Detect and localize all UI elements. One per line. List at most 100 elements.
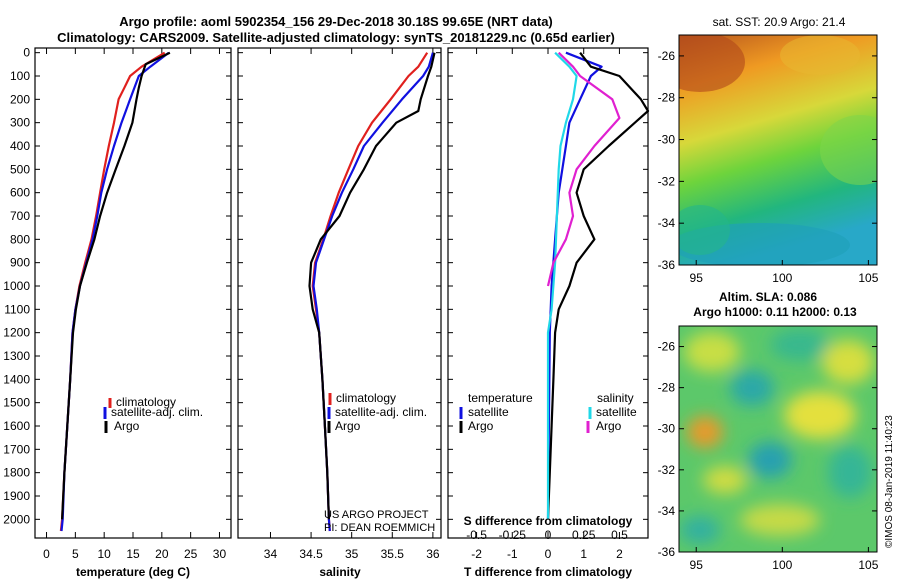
difference-x2-label: S difference from climatology [464,514,633,528]
salinity-x-axis: 34 34.5 35 35.5 36 [238,48,441,561]
sst-map: sat. SST: 20.9 Argo: 21.4 -26 -28 -30 -32 -3… [658,15,879,285]
x-tick-label: 5 [72,547,79,561]
legend-climatology-label: climatology [336,391,396,405]
x2-tick-label: 0 [545,528,552,542]
difference-x2-axis: -0.5 -0.25 0 0.25 0.5 [466,528,628,542]
sla-map-title-line1: Altim. SLA: 0.086 [719,290,817,304]
lat-tick-label: -36 [658,258,676,272]
depth-tick-label: 200 [10,92,30,106]
depth-axis: 0 100 200 300 400 500 600 700 800 900 1000 1100 1200… [3,46,30,527]
sla-map-axes: -26 -28 -30 -32 -34 -36 95 100 105 [658,340,879,572]
salinity-legend: climatology satellite-adj. clim. Argo [327,391,427,433]
sla-map-frame [678,325,878,553]
lon-tick-label: 95 [690,271,704,285]
lon-tick-label: 100 [772,558,792,572]
x-tick-label: 25 [184,547,198,561]
x-tick-label: 0 [545,547,552,561]
x2-tick-label: 0.5 [611,528,628,542]
depth-tick-label: 1700 [3,442,30,456]
figure-title-line1: Argo profile: aoml 5902354_156 29-Dec-20… [119,14,553,29]
difference-x-label: T difference from climatology [464,565,632,579]
depth-tick-label: 1000 [3,279,30,293]
legend-t-satellite-label: satellite [468,405,509,419]
x-tick-label: 10 [97,547,111,561]
lon-tick-label: 105 [858,558,878,572]
difference-series [546,51,650,520]
salinity-x-label: salinity [319,565,361,579]
difference-legend: temperature satellite Argo salinity sate… [459,391,637,433]
x-tick-label: 30 [213,547,227,561]
legend-satellite-label: satellite-adj. clim. [335,405,427,419]
difference-x-axis: -2 -1 0 1 2 [448,48,648,561]
legend-argo-label: Argo [335,419,361,433]
legend-temperature-heading: temperature [468,391,533,405]
x2-tick-label: -0.25 [499,528,527,542]
sst-field [679,35,877,265]
sst-map-frame [678,34,878,266]
salinity-series [308,52,436,532]
x-tick-label: 20 [155,547,169,561]
x-tick-label: 1 [580,547,587,561]
sst-map-axes: -26 -28 -30 -32 -34 -36 95 100 105 [658,49,879,285]
depth-tick-label: 1400 [3,372,30,386]
depth-tick-label: 800 [10,232,30,246]
sla-map: Altim. SLA: 0.086 Argo h1000: 0.11 h2000… [658,290,879,572]
sst-map-title: sat. SST: 20.9 Argo: 21.4 [713,15,846,29]
x-tick-label: 36 [426,547,440,561]
x2-tick-label: 0.25 [572,528,596,542]
sla-blob [684,332,740,372]
sla-blob [770,329,830,361]
series-line-salinity-argo [546,51,621,287]
depth-tick-label: 0 [23,46,30,60]
depth-tick-label: 1800 [3,466,30,480]
lon-tick-label: 105 [858,271,878,285]
series-line-temperature-argo [546,52,650,520]
legend-s-satellite-label: satellite [596,405,637,419]
sst-warm-patch [780,35,860,75]
salinity-plot-frame [237,47,442,539]
lat-tick-label: -34 [658,504,676,518]
figure-title-line2: Climatology: CARS2009. Satellite-adjuste… [57,30,615,45]
depth-tick-label: 400 [10,139,30,153]
x-tick-label: -1 [507,547,518,561]
series-line-argo [61,51,171,520]
sla-blob [828,446,872,498]
lat-tick-label: -30 [658,422,676,436]
legend-s-argo-label: Argo [596,419,622,433]
salinity-panel: 34 34.5 35 35.5 36 salinity climatology sate… [237,47,442,579]
legend-satellite-label: satellite-adj. clim. [111,405,203,419]
depth-tick-label: 1900 [3,489,30,503]
lat-tick-label: -32 [658,463,676,477]
sla-field [679,326,877,552]
depth-tick-label: 900 [10,256,30,270]
sst-warm-patch [679,35,745,92]
sla-blob [730,370,774,406]
sst-cool-patch [820,115,877,185]
depth-tick-label: 1300 [3,349,30,363]
depth-tick-label: 600 [10,186,30,200]
legend-climatology-label: climatology [116,395,176,409]
x2-tick-label: -0.5 [466,528,487,542]
lon-tick-label: 100 [772,271,792,285]
depth-tick-label: 500 [10,162,30,176]
lat-tick-label: -28 [658,381,676,395]
sla-blob [703,466,747,494]
sst-cold-patch [679,205,730,255]
temperature-legend: climatology satellite-adj. clim. Argo [103,395,203,433]
imos-timestamp: ©IMOS 08-Jan-2019 11:40:23 [884,415,895,548]
legend-t-argo-label: Argo [468,419,494,433]
credit-line2: PI: DEAN ROEMMICH [324,522,435,534]
temperature-plot-frame [34,47,232,539]
temperature-series [59,51,171,532]
depth-tick-label: 1500 [3,396,30,410]
sla-map-title-line2: Argo h1000: 0.11 h2000: 0.13 [693,305,857,319]
depth-tick-label: 1100 [4,302,30,316]
legend-argo-label: Argo [114,419,140,433]
sla-blob [784,391,856,439]
lat-tick-label: -32 [658,174,676,188]
sla-blob [748,442,792,478]
temperature-x-axis: 0 5 10 15 20 25 30 [35,48,231,561]
sla-blob [687,416,723,448]
depth-tick-label: 300 [10,116,30,130]
legend-salinity-heading: salinity [597,391,634,405]
